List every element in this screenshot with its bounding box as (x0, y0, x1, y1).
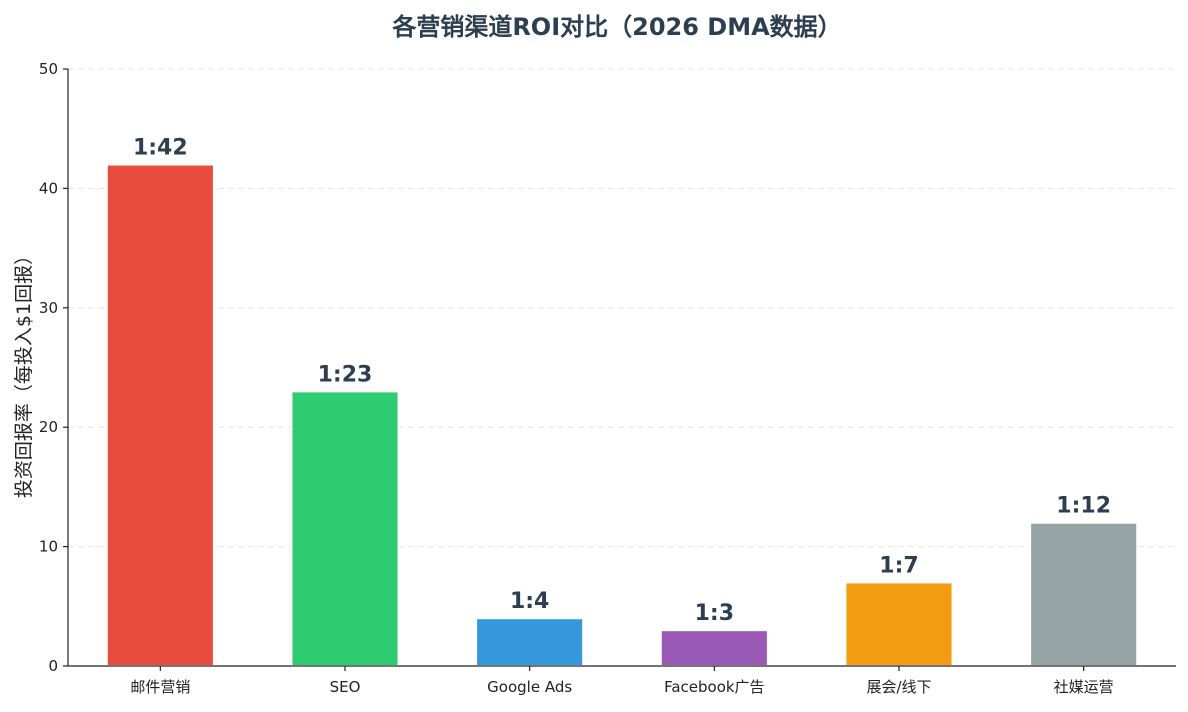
data-labels-group: 1:42 1:23 1:4 1:3 1:7 1:12 (133, 136, 1111, 627)
data-label: 1:12 (1056, 494, 1111, 519)
bar (659, 629, 769, 667)
bar (1029, 521, 1139, 667)
x-tick-label: 社媒运营 (1054, 678, 1114, 696)
y-tick-label: 30 (39, 299, 58, 317)
data-label: 1:3 (695, 601, 734, 626)
y-tick-label: 20 (39, 418, 58, 436)
bars-group (105, 163, 1139, 668)
data-label: 1:42 (133, 136, 188, 161)
data-label: 1:7 (879, 553, 918, 578)
y-tick-label: 40 (39, 179, 58, 197)
bar (290, 390, 400, 667)
x-tick-label: Facebook广告 (664, 678, 764, 696)
bar (475, 617, 585, 667)
x-tick-label: SEO (330, 678, 361, 696)
x-tick-label: Google Ads (487, 678, 572, 696)
x-labels-group: 邮件营销 SEO Google Ads Facebook广告 展会/线下 社媒运营 (130, 666, 1114, 696)
chart-title: 各营销渠道ROI对比（2026 DMA数据） (391, 13, 841, 41)
axes-group (67, 69, 1176, 667)
grid-lines (68, 68, 1176, 548)
x-tick-label: 展会/线下 (866, 678, 931, 696)
y-ticks-group: 0 10 20 30 40 50 (39, 60, 68, 675)
data-label: 1:4 (510, 589, 549, 614)
bar (105, 163, 215, 668)
data-label: 1:23 (318, 362, 373, 387)
y-tick-label: 10 (39, 538, 58, 556)
bar (844, 581, 954, 667)
x-tick-label: 邮件营销 (130, 678, 190, 696)
y-tick-label: 0 (48, 657, 58, 675)
y-tick-label: 50 (39, 60, 58, 78)
y-axis-label: 投资回报率（每投入$1回报） (13, 246, 35, 498)
